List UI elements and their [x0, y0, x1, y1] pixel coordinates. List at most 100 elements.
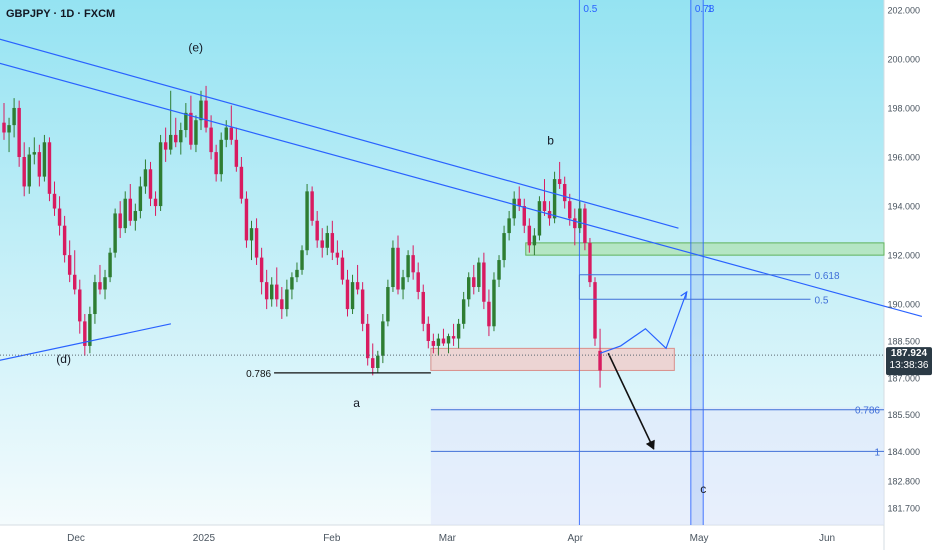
candle — [477, 257, 481, 292]
candle-body — [194, 120, 198, 145]
candle-body — [269, 284, 274, 300]
candle-body — [451, 336, 456, 339]
fib-time-label: 1 — [707, 4, 713, 15]
candle — [345, 269, 350, 317]
candle-body — [315, 220, 319, 241]
candle — [12, 98, 16, 138]
time-tick-label: Dec — [67, 533, 85, 544]
trend-line — [0, 38, 679, 229]
candle — [2, 103, 6, 140]
candle-body — [502, 233, 506, 261]
candle-body — [73, 274, 77, 290]
projection-arrow-up — [680, 290, 688, 300]
candle-body — [345, 279, 350, 310]
candle — [542, 179, 547, 216]
labels-layer: (e) (d) a b c — [56, 41, 706, 497]
candle-body — [209, 127, 213, 153]
candle — [214, 144, 218, 182]
candle-body — [143, 169, 148, 187]
candle — [355, 264, 360, 295]
price-tick-label: 190.000 — [887, 300, 920, 310]
candle-body — [492, 279, 496, 327]
candle-body — [103, 277, 107, 290]
symbol-label: GBPJPY · 1D · FXCM — [6, 8, 115, 20]
candle-body — [12, 107, 16, 126]
candle — [113, 208, 117, 258]
candle-body — [204, 100, 208, 128]
candle-body — [37, 152, 42, 177]
candle — [492, 272, 496, 332]
candle — [194, 115, 198, 153]
candle-body — [189, 112, 193, 145]
candle-body — [517, 198, 521, 207]
candle — [123, 191, 127, 234]
time-axis: Dec 2025 Feb Mar Apr May Jun — [67, 533, 835, 544]
candle-body — [52, 193, 57, 209]
candle-body — [507, 218, 511, 234]
fib-time-band — [690, 0, 704, 525]
candle-body — [83, 321, 87, 346]
candle-body — [487, 301, 491, 327]
price-axis: 202.000 200.000 198.000 196.000 194.000 192.0… — [887, 5, 920, 513]
candle — [224, 120, 228, 148]
candle-body — [93, 282, 97, 315]
wave-label: (d) — [56, 352, 71, 366]
candle — [461, 291, 466, 329]
candle-body — [441, 338, 446, 344]
candle — [330, 220, 335, 261]
resistance-zone — [525, 242, 885, 256]
candle-body — [7, 125, 11, 133]
candle-body — [219, 139, 223, 175]
candle-body — [557, 179, 562, 184]
candle-body — [406, 255, 410, 278]
candle — [73, 250, 77, 295]
candle — [522, 198, 526, 234]
candle — [219, 132, 223, 182]
candle — [163, 127, 168, 162]
candle — [593, 277, 597, 346]
candle — [360, 282, 365, 332]
candle-body — [163, 142, 168, 150]
candle-body — [22, 157, 26, 187]
candle-body — [325, 233, 329, 248]
candle — [315, 210, 319, 248]
candle — [239, 157, 244, 204]
candle — [128, 183, 132, 226]
bar-countdown: 13:38:36 — [890, 360, 929, 371]
candle — [62, 215, 67, 263]
candle — [259, 247, 264, 295]
candle-body — [285, 289, 289, 310]
candle — [153, 191, 158, 216]
wave-label: (e) — [188, 41, 203, 55]
candle-body — [113, 213, 117, 253]
candle — [340, 250, 345, 285]
candle-body — [522, 206, 526, 226]
candle — [290, 272, 294, 300]
candle-body — [47, 142, 52, 194]
price-tick-label: 187.000 — [887, 373, 920, 383]
candle — [376, 350, 380, 373]
candle-body — [305, 191, 309, 251]
time-tick-label: Apr — [568, 533, 584, 544]
wave-label: b — [547, 134, 554, 148]
candle — [588, 237, 592, 288]
candle-body — [562, 183, 567, 202]
candle — [320, 228, 324, 258]
candle — [456, 318, 461, 349]
price-tick-label: 196.000 — [887, 153, 920, 163]
candle-body — [128, 198, 132, 221]
candle — [189, 95, 193, 150]
time-tick-label: May — [690, 533, 709, 544]
candle — [310, 186, 314, 226]
candle-body — [249, 228, 254, 241]
candle-body — [168, 134, 173, 150]
candle — [32, 137, 37, 165]
candle-body — [335, 252, 340, 258]
fib-level-label: 0.786 — [855, 406, 880, 417]
candle-body — [133, 210, 138, 221]
candle-body — [123, 198, 127, 229]
vertical-fib-layer: 0.5 0.781 — [578, 0, 715, 525]
candle-body — [229, 127, 234, 140]
wave-label: a — [353, 396, 360, 410]
